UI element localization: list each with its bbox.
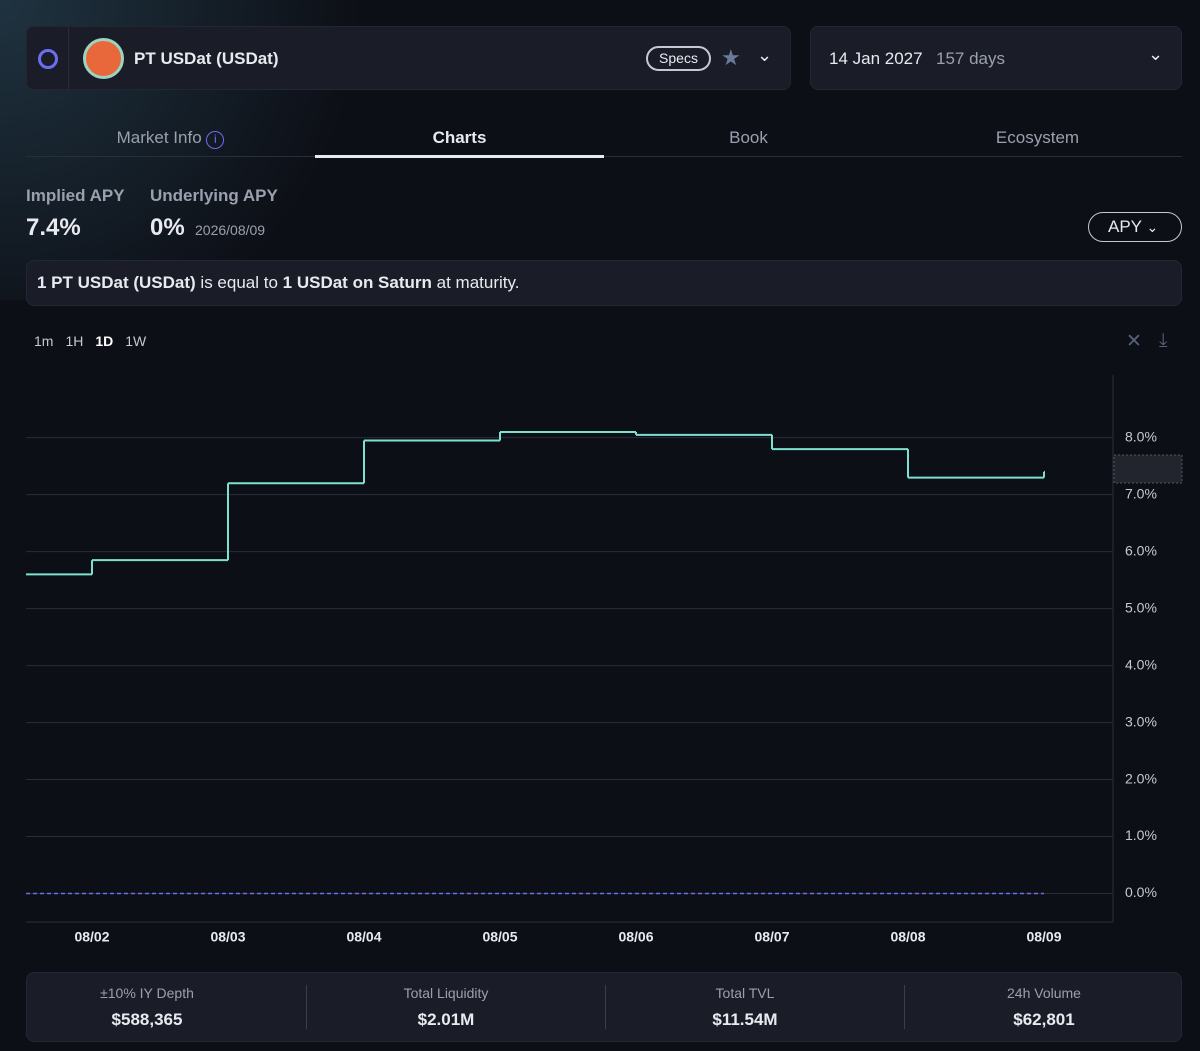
x-tick-label: 08/08 (890, 929, 925, 945)
info-icon[interactable]: i (206, 131, 225, 149)
y-tick-label: 1.0% (1125, 827, 1157, 843)
y-tick-label: 5.0% (1125, 599, 1157, 615)
y-tick-label: 4.0% (1125, 656, 1157, 672)
divider (605, 985, 606, 1029)
note-strong: 1 USDat on Saturn (282, 273, 432, 292)
x-tick-label: 08/03 (210, 929, 245, 945)
footer-stat: 24h Volume $62,801 (924, 973, 1164, 1041)
note-text: at maturity. (436, 273, 520, 292)
maturity-selector[interactable]: 14 Jan 2027 157 days ⌄ (810, 26, 1182, 90)
tab[interactable]: Market Info i (26, 128, 315, 149)
footer-stat: Total TVL $11.54M (625, 973, 865, 1041)
timeframe[interactable]: 1D (95, 333, 114, 349)
maturity-note: 1 PT USDat (USDat) is equal to 1 USDat o… (26, 260, 1182, 306)
stat-label: Total Liquidity (403, 985, 489, 1001)
dropdown-chevron[interactable]: ⌄ (1148, 44, 1164, 64)
x-tick-label: 08/02 (74, 929, 109, 945)
y-tick-label: 3.0% (1125, 713, 1157, 729)
implied-value: 7.4% (26, 214, 81, 241)
tools-icon[interactable]: ✕ (1126, 331, 1142, 352)
y-tick-label: 7.0% (1125, 485, 1157, 501)
tab[interactable]: Charts (432, 128, 487, 147)
underlying-label: Underlying APY (150, 186, 278, 205)
footer-stat: Total Liquidity $2.01M (326, 973, 566, 1041)
x-tick-label: 08/07 (754, 929, 789, 945)
tab[interactable]: Book (729, 128, 768, 147)
note-text: is equal to (200, 273, 278, 292)
divider (306, 985, 307, 1029)
stat-value: $588,365 (111, 1010, 183, 1029)
download-icon[interactable]: ⤓ (1159, 330, 1168, 351)
x-tick-label: 08/06 (618, 929, 653, 945)
apy-label: APY (1108, 217, 1142, 236)
active-tab-indicator (315, 155, 604, 158)
chain-icon (38, 49, 58, 69)
plot (26, 430, 1045, 895)
x-tick-label: 08/05 (482, 929, 517, 945)
footer-stat: ±10% IY Depth $588,365 (27, 973, 267, 1041)
stat-value: $62,801 (1013, 1010, 1075, 1029)
note-strong: 1 PT USDat (USDat) (37, 273, 196, 292)
token-icon (83, 38, 124, 79)
x-tick-label: 08/09 (1026, 929, 1061, 945)
y-tick-label: 8.0% (1125, 428, 1157, 444)
market-selector[interactable]: PT USDat (USDat) Specs ★ ⌄ (26, 26, 791, 90)
stat-label: 24h Volume (1007, 985, 1081, 1001)
specs-button[interactable]: Specs (646, 46, 711, 71)
apy-toggle[interactable]: APY ⌄ (1088, 212, 1182, 242)
footer-stats: ±10% IY Depth $588,365 Total Liquidity $2.0… (26, 972, 1182, 1042)
underlying-date: 2026/08/09 (195, 222, 266, 238)
market-name: PT USDat (USDat) (134, 49, 279, 68)
chain-icon-box (27, 27, 69, 89)
current-value-highlight (1113, 454, 1183, 484)
y-tick-label: 2.0% (1125, 770, 1157, 786)
timeframe[interactable]: 1m (34, 333, 54, 349)
underlying-value: 0% (150, 214, 185, 241)
maturity-date: 14 Jan 2027 (829, 49, 923, 68)
favorite-star[interactable]: ★ (721, 45, 741, 70)
y-tick-label: 0.0% (1125, 884, 1157, 900)
dropdown-chevron[interactable]: ⌄ (757, 45, 773, 65)
tabs-divider (26, 156, 1182, 157)
maturity-days: 157 days (936, 49, 1005, 68)
stat-label: ±10% IY Depth (100, 985, 194, 1001)
divider (904, 985, 905, 1029)
y-tick-label: 6.0% (1125, 542, 1157, 558)
timeframe[interactable]: 1W (125, 333, 147, 349)
stat-value: $11.54M (712, 1010, 778, 1029)
implied-label: Implied APY (26, 186, 125, 205)
stat-value: $2.01M (417, 1010, 475, 1029)
chart: 0.0% 1.0% 2.0% 3.0% 4.0% 5.0% 6.0% 7.0% 8.0% 08/0… (26, 375, 1183, 945)
timeframes: 1m 1H 1D 1W (34, 333, 146, 349)
tab-label: Market Info (116, 128, 202, 147)
tab[interactable]: Ecosystem (995, 128, 1080, 147)
timeframe[interactable]: 1H (65, 333, 84, 349)
x-tick-label: 08/04 (346, 929, 381, 945)
stat-label: Total TVL (715, 985, 775, 1001)
